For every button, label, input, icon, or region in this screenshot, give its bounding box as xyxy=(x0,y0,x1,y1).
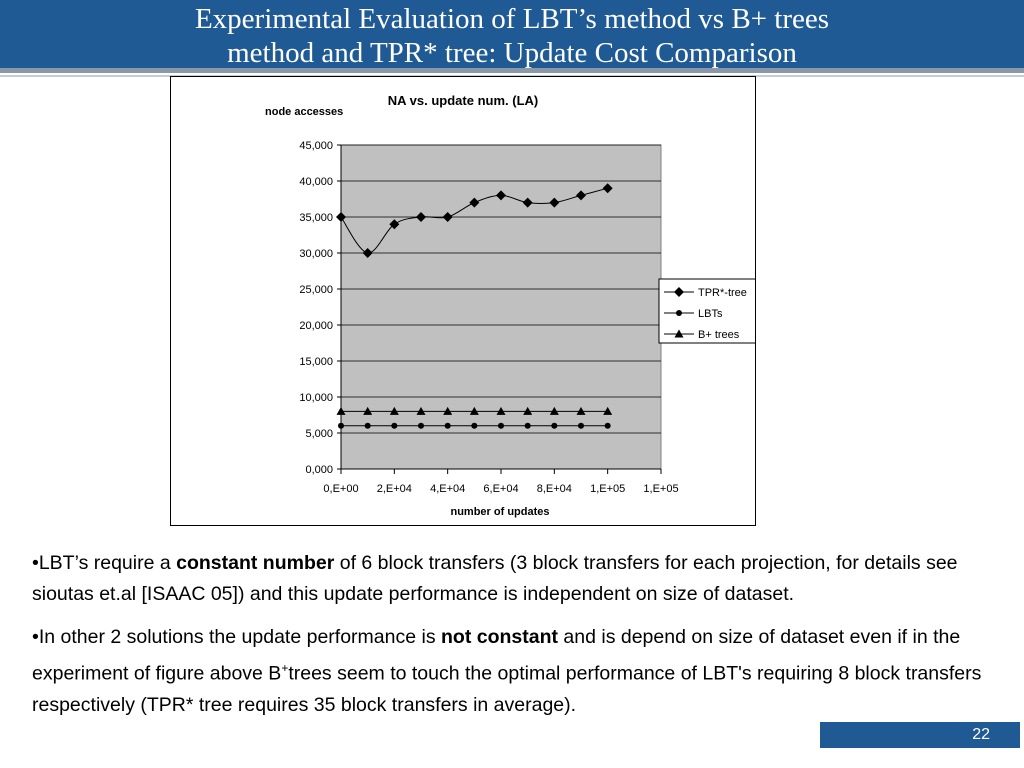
bullet-1-bold: constant number xyxy=(176,552,335,574)
y-tick-label-2: 10,000 xyxy=(299,392,333,404)
series-0-point-0 xyxy=(336,212,346,222)
x-tick-label-6: 1,E+05 xyxy=(643,483,678,495)
legend-marker-0 xyxy=(674,287,684,297)
chart-title: NA vs. update num. (LA) xyxy=(388,93,538,108)
series-1-point-1 xyxy=(364,422,371,429)
series-1-point-9 xyxy=(578,422,584,429)
chart-frame: NA vs. update num. (LA) node accesses nu… xyxy=(170,76,756,526)
legend-label-2: B+ trees xyxy=(698,329,740,341)
x-tick-label-0: 0,E+00 xyxy=(323,483,358,495)
bullet-list: •LBT’s require a constant number of 6 bl… xyxy=(32,548,1010,733)
line-chart: NA vs. update num. (LA) node accesses nu… xyxy=(265,93,755,518)
x-tick-label-1: 2,E+04 xyxy=(377,483,412,495)
series-2-point-9 xyxy=(576,406,586,415)
bullet-2-text-a: •In other 2 solutions the update perform… xyxy=(32,626,441,648)
y-tick-label-5: 25,000 xyxy=(299,284,333,296)
series-2-point-6 xyxy=(496,406,506,415)
legend-label-1: LBTs xyxy=(698,308,723,320)
page-number: 22 xyxy=(972,726,990,743)
legend-label-0: TPR*-tree xyxy=(698,287,747,299)
series-2-point-2 xyxy=(389,406,399,415)
series-0-point-7 xyxy=(522,197,533,208)
y-tick-label-1: 5,000 xyxy=(305,428,333,440)
series-0-point-9 xyxy=(576,190,586,201)
y-axis-label: node accesses xyxy=(265,106,343,118)
bullet-2-text-b: and is depend on size of dataset even if… xyxy=(32,626,961,685)
series-0-point-10 xyxy=(602,183,613,194)
bullet-2-sup: + xyxy=(281,661,289,675)
x-tick-label-5: 1,E+05 xyxy=(590,483,625,495)
series-0-point-8 xyxy=(549,197,560,208)
x-tick-label-3: 6,E+04 xyxy=(483,483,518,495)
series-2-point-7 xyxy=(523,406,533,415)
legend-marker-2 xyxy=(674,329,684,338)
title-divider xyxy=(0,68,1024,73)
title-bar xyxy=(0,0,1024,68)
series-2-point-4 xyxy=(443,406,453,415)
series-0-point-3 xyxy=(416,212,426,222)
bullet-2-text-c: trees seem to touch the optimal performa… xyxy=(32,662,982,716)
legend-marker-1 xyxy=(676,310,682,316)
bullet-1-text-a: •LBT’s require a xyxy=(32,552,177,574)
y-tick-label-8: 40,000 xyxy=(299,176,333,188)
series-1-point-6 xyxy=(498,422,504,429)
series-1-point-8 xyxy=(551,422,558,429)
series-0-point-5 xyxy=(469,197,480,208)
series-1-point-10 xyxy=(604,422,611,429)
y-tick-label-7: 35,000 xyxy=(299,212,333,224)
series-1-point-2 xyxy=(391,422,398,429)
y-tick-label-0: 0,000 xyxy=(305,464,333,476)
series-1-point-4 xyxy=(444,422,451,429)
series-1-point-0 xyxy=(338,422,344,429)
series-1-point-7 xyxy=(524,422,531,429)
series-2-point-3 xyxy=(416,406,426,415)
y-tick-label-6: 30,000 xyxy=(299,248,333,260)
series-0-point-4 xyxy=(442,212,453,222)
bullet-1: •LBT’s require a constant number of 6 bl… xyxy=(32,548,1010,610)
series-2-point-1 xyxy=(363,406,373,415)
y-tick-label-9: 45,000 xyxy=(299,140,333,152)
series-2-point-10 xyxy=(603,406,613,415)
series-2-point-8 xyxy=(549,406,559,415)
x-tick-label-4: 8,E+04 xyxy=(537,483,572,495)
series-1-point-5 xyxy=(471,422,478,429)
bullet-2: •In other 2 solutions the update perform… xyxy=(32,622,1010,721)
bullet-2-bold: not constant xyxy=(441,626,558,648)
bullet-1-text-b: of 6 block transfers (3 block transfers … xyxy=(32,552,958,605)
series-0-point-6 xyxy=(496,190,506,201)
slide-title-line-1: Experimental Evaluation of LBT’s method … xyxy=(194,3,830,35)
x-axis-label: number of updates xyxy=(450,506,549,518)
y-tick-label-3: 15,000 xyxy=(299,356,333,368)
slide-title-line-2: method and TPR* tree: Update Cost Compar… xyxy=(227,37,797,69)
page-number-box: 22 xyxy=(820,722,1020,748)
series-0-point-1 xyxy=(362,248,373,258)
series-1-point-3 xyxy=(418,422,424,429)
legend-box xyxy=(658,278,755,344)
y-tick-label-4: 20,000 xyxy=(299,320,333,332)
x-tick-label-2: 4,E+04 xyxy=(430,483,465,495)
series-0-point-2 xyxy=(389,219,400,230)
series-2-point-0 xyxy=(336,406,346,415)
slide-title: Experimental Evaluation of LBT’s method … xyxy=(0,2,1024,70)
series-2-point-5 xyxy=(469,406,479,415)
